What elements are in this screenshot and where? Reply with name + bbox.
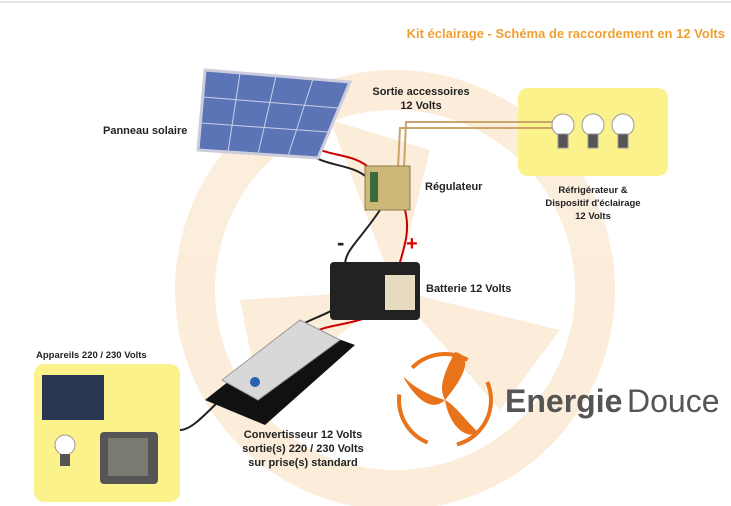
regulator-leds	[370, 172, 378, 202]
plus-sign: +	[406, 233, 418, 255]
stereo	[42, 375, 104, 420]
appliances-label: Appareils 220 / 230 Volts	[36, 350, 147, 361]
title: Kit éclairage - Schéma de raccordement e…	[407, 26, 725, 41]
fridge-label: Dispositif d'éclairage	[545, 198, 640, 209]
fridge-label: Réfrigérateur &	[558, 185, 627, 196]
logo-word: Energie	[505, 383, 622, 419]
converter-label: sortie(s) 220 / 230 Volts	[242, 443, 363, 455]
battery-label: Batterie 12 Volts	[426, 283, 511, 295]
accessories-label: 12 Volts	[400, 100, 441, 112]
bulb-base	[60, 454, 70, 466]
accessories-label: Sortie accessoires	[372, 86, 469, 98]
converter-label: Convertisseur 12 Volts	[244, 429, 362, 441]
diagram: Kit éclairage - Schéma de raccordement e…	[0, 0, 731, 506]
logo-word: Douce	[627, 383, 720, 419]
bulbs	[552, 114, 634, 148]
bulb	[55, 435, 75, 455]
converter-label: sur prise(s) standard	[248, 457, 357, 469]
battery-label	[385, 275, 415, 310]
minus-sign: -	[337, 230, 344, 255]
converter-socket	[250, 377, 260, 387]
regulator-label: Régulateur	[425, 181, 483, 193]
tv-screen	[108, 438, 148, 476]
fridge-label: 12 Volts	[575, 211, 611, 222]
panel-label: Panneau solaire	[103, 125, 187, 137]
